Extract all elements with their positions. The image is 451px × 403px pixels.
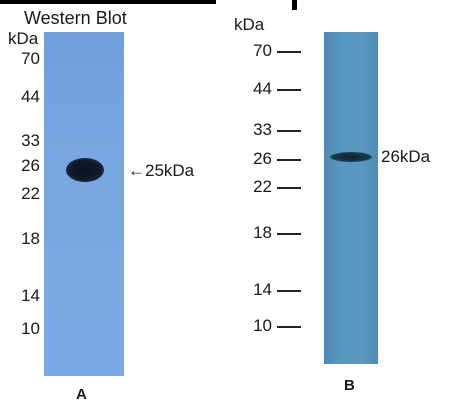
marker-b-tick-18: [277, 233, 301, 235]
marker-b-tick-33: [277, 130, 301, 132]
top-border-line: [0, 0, 216, 4]
unit-label-b: kDa: [234, 15, 265, 34]
marker-b-44: 44: [253, 79, 272, 98]
top-border-mark: [292, 0, 297, 10]
marker-b-70: 70: [253, 41, 272, 60]
band-label-a: ←25kDa: [128, 161, 195, 180]
marker-b-33: 33: [253, 120, 272, 139]
panel-letter-b: B: [344, 377, 355, 394]
blot-lane-a: [44, 32, 124, 376]
marker-b-tick-70: [277, 51, 301, 53]
marker-b-10: 10: [253, 316, 272, 335]
marker-b-18: 18: [253, 223, 272, 242]
protein-band-a: [66, 158, 104, 182]
marker-a-26: 26: [21, 156, 40, 175]
marker-b-26: 26: [253, 149, 272, 168]
figure-title: Western Blot: [24, 8, 127, 28]
blot-lane-b: [324, 32, 378, 364]
panel-letter-a: A: [76, 386, 87, 403]
marker-a-22: 22: [21, 184, 40, 203]
marker-b-tick-22: [277, 187, 301, 189]
marker-b-tick-10: [277, 326, 301, 328]
marker-b-14: 14: [253, 280, 272, 299]
marker-a-10: 10: [21, 319, 40, 338]
band-label-b: 26kDa: [381, 147, 431, 166]
marker-b-tick-14: [277, 290, 301, 292]
marker-a-33: 33: [21, 131, 40, 150]
marker-a-18: 18: [21, 229, 40, 248]
marker-b-22: 22: [253, 177, 272, 196]
marker-a-70: 70: [21, 49, 40, 68]
marker-b-tick-26: [277, 159, 301, 161]
unit-label-a: kDa: [8, 29, 39, 48]
protein-band-b: [330, 152, 372, 162]
marker-a-44: 44: [21, 87, 40, 106]
marker-a-14: 14: [21, 286, 40, 305]
marker-b-tick-44: [277, 89, 301, 91]
